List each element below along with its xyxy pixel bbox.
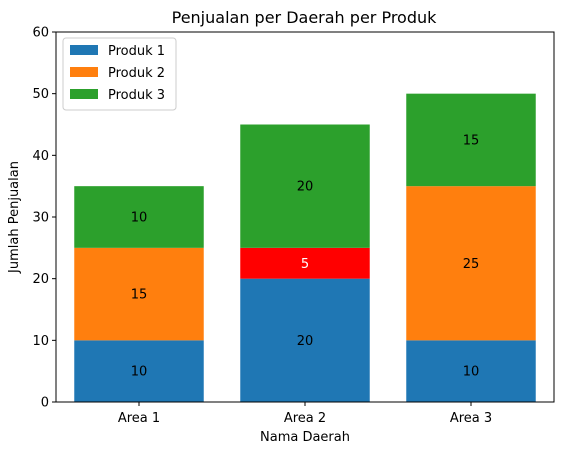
bar-segment	[406, 93, 536, 187]
bar-data-label: 20	[297, 180, 314, 195]
bar-data-label: 10	[131, 211, 148, 226]
bar-data-label: 15	[131, 288, 148, 303]
bar-segment	[240, 247, 370, 279]
legend-swatch	[70, 89, 98, 99]
x-tick-label: Area 2	[284, 411, 326, 426]
bar-segment	[74, 340, 204, 402]
x-tick-label: Area 1	[118, 411, 160, 426]
legend-swatch	[70, 45, 98, 55]
bar-data-label: 25	[463, 257, 480, 272]
bar-data-label: 10	[463, 365, 480, 380]
y-axis-label: Jumlah Penjualan	[7, 161, 22, 274]
x-axis-label: Nama Daerah	[260, 430, 350, 445]
bar-segment	[406, 340, 536, 402]
legend-entry-label: Produk 2	[108, 66, 165, 81]
plot-frame	[55, 31, 555, 403]
y-tick-label: 30	[32, 211, 49, 226]
y-tick-label: 60	[32, 26, 49, 41]
bar-segment	[240, 278, 370, 402]
plot-area: 0 10 20 30 40 50 60 10 15 10 Area 1 20 5 20 Area 2 10 25…	[32, 26, 536, 426]
legend-swatch	[70, 67, 98, 77]
legend-entry-label: Produk 3	[108, 88, 165, 103]
y-tick-label: 10	[32, 334, 49, 349]
bar-segment	[74, 247, 204, 341]
chart-title: Penjualan per Daerah per Produk	[172, 8, 438, 27]
bar-data-label: 20	[297, 334, 314, 349]
x-tick-label: Area 3	[450, 411, 492, 426]
bar-segment	[74, 186, 204, 248]
y-tick-label: 50	[32, 87, 49, 102]
y-tick-label: 20	[32, 272, 49, 287]
bar-segment	[240, 124, 370, 248]
y-tick-label: 40	[32, 149, 49, 164]
legend: Produk 1 Produk 2 Produk 3	[62, 37, 177, 111]
y-tick-label: 0	[41, 396, 49, 411]
legend-entry-label: Produk 1	[108, 44, 165, 59]
bar-data-label: 10	[131, 365, 148, 380]
bar-data-label: 15	[463, 133, 480, 148]
bar-segment	[406, 186, 536, 341]
bar-data-label: 5	[301, 257, 309, 272]
